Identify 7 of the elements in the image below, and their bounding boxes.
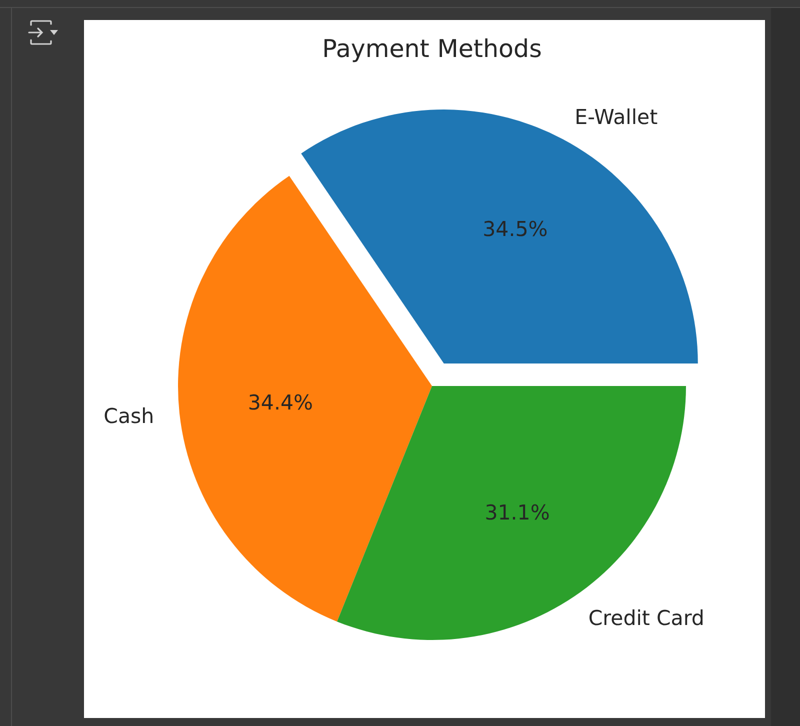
data-label: 34.4% [248,390,314,414]
slice-label: Credit Card [588,606,704,630]
slice-label: E-Wallet [574,104,658,129]
chart-title: Payment Methods [322,34,542,63]
slice-label: Cash [104,404,154,428]
data-label: 34.5% [482,217,548,242]
data-label: 31.1% [484,500,550,524]
